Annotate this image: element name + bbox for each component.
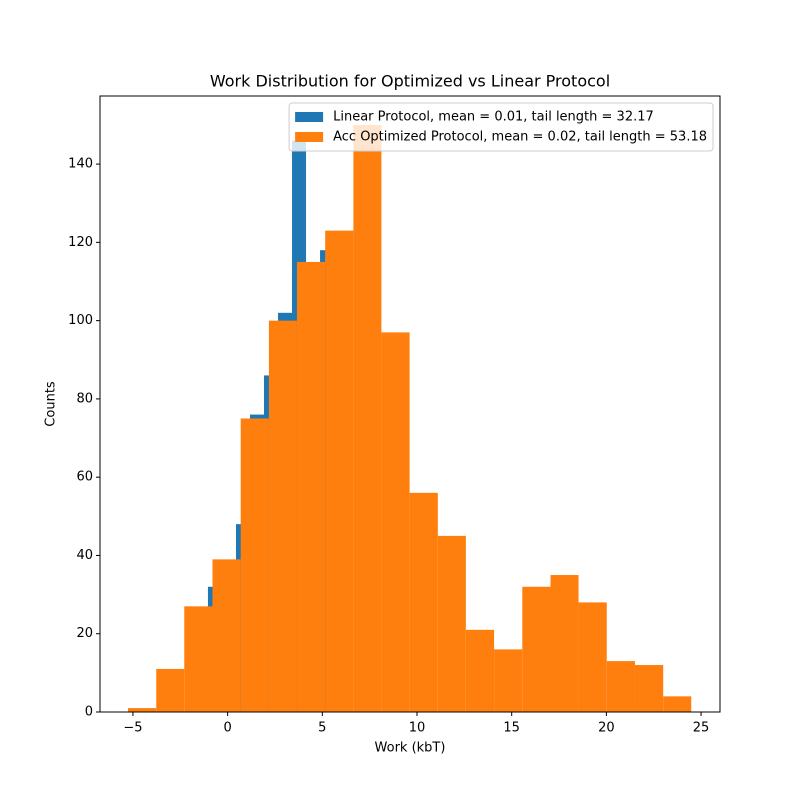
bar <box>409 492 438 712</box>
bar <box>663 696 692 712</box>
x-tick-label: 0 <box>223 721 231 736</box>
bar <box>128 708 157 712</box>
x-tick-label: 25 <box>693 721 710 736</box>
bar <box>522 586 551 712</box>
bar <box>353 124 382 712</box>
y-tick-label: 60 <box>76 470 93 485</box>
y-tick-label: 80 <box>76 391 93 406</box>
x-tick-label: 20 <box>598 721 615 736</box>
bar <box>634 665 664 712</box>
y-tick-label: 100 <box>68 313 93 328</box>
bar <box>296 261 326 712</box>
x-tick-label: 10 <box>409 721 426 736</box>
y-tick-label: 120 <box>68 235 93 250</box>
chart-title: Work Distribution for Optimized vs Linea… <box>210 72 610 91</box>
legend-box <box>288 102 714 152</box>
bar <box>381 332 410 712</box>
bar <box>325 230 354 713</box>
bar <box>465 629 495 712</box>
bar <box>184 606 213 712</box>
legend: Linear Protocol, mean = 0.01, tail lengt… <box>288 102 714 152</box>
y-tick-label: 20 <box>76 626 93 641</box>
bar <box>494 649 523 712</box>
bar <box>606 661 635 712</box>
legend-label: Linear Protocol, mean = 0.01, tail lengt… <box>333 110 654 125</box>
y-axis-label: Counts <box>44 381 59 427</box>
bar <box>156 668 185 712</box>
y-tick-label: 140 <box>68 157 93 172</box>
bar <box>437 535 466 712</box>
legend-swatch <box>295 112 324 122</box>
bar <box>550 575 579 712</box>
bar <box>578 602 607 712</box>
bar <box>268 320 297 712</box>
x-axis-label: Work (kbT) <box>375 741 446 756</box>
x-tick-label: −5 <box>123 721 142 736</box>
y-tick-label: 40 <box>76 548 93 563</box>
y-tick-label: 0 <box>85 705 93 720</box>
legend-swatch <box>295 132 324 142</box>
bar <box>240 418 269 712</box>
x-tick-label: 5 <box>318 721 326 736</box>
x-tick-label: 15 <box>503 721 520 736</box>
legend-label: Acc Optimized Protocol, mean = 0.02, tai… <box>333 130 707 145</box>
plot-frame <box>99 95 721 713</box>
bar <box>212 559 241 712</box>
